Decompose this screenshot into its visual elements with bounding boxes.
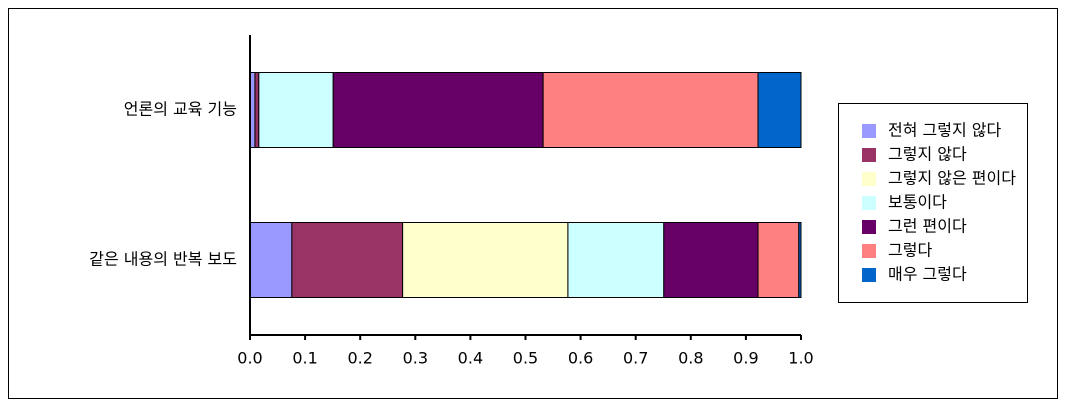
legend-label: 그렇다	[888, 241, 932, 260]
legend-label: 보통이다	[888, 193, 947, 212]
bar-segment	[254, 72, 260, 148]
x-tick-label: 0.8	[678, 349, 703, 368]
bar-segment	[663, 222, 759, 298]
legend-label: 그렇지 않다	[888, 145, 967, 164]
x-tick-label: 0.9	[733, 349, 758, 368]
bar-segment	[567, 222, 665, 298]
x-tick-label: 0.0	[237, 349, 262, 368]
x-tick-label: 0.5	[513, 349, 538, 368]
x-tick-label: 0.4	[458, 349, 483, 368]
x-tick-label: 0.1	[292, 349, 317, 368]
legend-swatch	[862, 268, 876, 282]
legend-label: 전혀 그렇지 않다	[888, 121, 1001, 140]
bar-segment	[542, 72, 759, 148]
bar-segment	[332, 72, 544, 148]
x-tick-label: 1.0	[788, 349, 813, 368]
legend-swatch	[862, 196, 876, 210]
bar-segment	[757, 72, 802, 148]
x-tick-label: 0.3	[403, 349, 428, 368]
bar-segment	[757, 222, 800, 298]
x-tick-label: 0.6	[568, 349, 593, 368]
legend-label: 매우 그렇다	[888, 265, 967, 284]
legend-swatch	[862, 172, 876, 186]
category-label: 같은 내용의 반복 보도	[89, 250, 237, 269]
bar-segment	[258, 72, 334, 148]
bar-segment	[798, 222, 802, 298]
legend-swatch	[862, 124, 876, 138]
category-label: 언론의 교육 기능	[124, 100, 237, 119]
x-tick-label: 0.2	[347, 349, 372, 368]
legend-label: 그런 편이다	[888, 217, 967, 236]
x-tick-label: 0.7	[623, 349, 648, 368]
legend-swatch	[862, 220, 876, 234]
bar-segment	[249, 222, 293, 298]
legend-swatch	[862, 148, 876, 162]
legend-swatch	[862, 244, 876, 258]
legend-label: 그렇지 않은 편이다	[888, 169, 1016, 188]
bar-segment	[402, 222, 569, 298]
bar-segment	[291, 222, 404, 298]
